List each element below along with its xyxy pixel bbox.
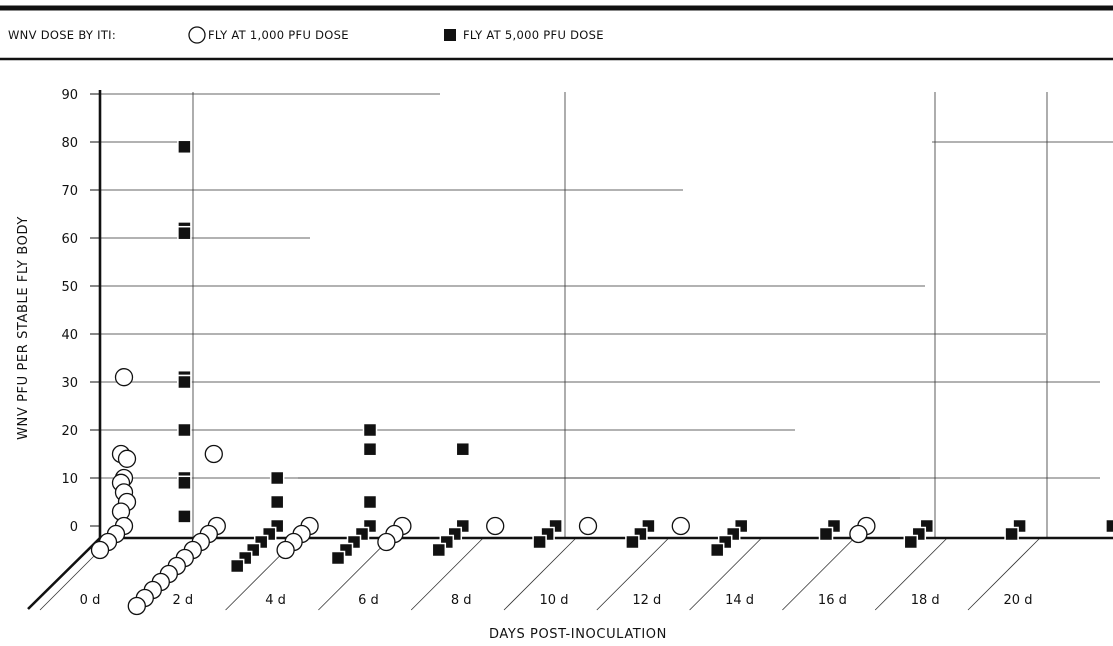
point-5000-pfu bbox=[626, 536, 639, 549]
point-5000-pfu bbox=[1106, 520, 1113, 533]
x-tick-label: 14 d bbox=[725, 593, 754, 608]
axes bbox=[28, 90, 1113, 609]
y-tick-label: 30 bbox=[61, 376, 78, 391]
point-1000-pfu bbox=[277, 542, 294, 559]
point-5000-pfu bbox=[178, 476, 191, 489]
point-5000-pfu bbox=[178, 227, 191, 240]
y-tick-label: 80 bbox=[61, 136, 78, 151]
y-tick-label: 0 bbox=[70, 520, 78, 535]
point-1000-pfu bbox=[672, 518, 689, 535]
y-axis-title: WNV PFU PER STABLE FLY BODY bbox=[16, 216, 31, 440]
point-1000-pfu bbox=[487, 518, 504, 535]
x-tick-label: 16 d bbox=[818, 593, 847, 608]
x-tick-label: 18 d bbox=[911, 593, 940, 608]
point-5000-pfu bbox=[364, 424, 377, 437]
legend-open-circle-icon bbox=[189, 27, 205, 43]
point-5000-pfu bbox=[1005, 528, 1018, 541]
point-1000-pfu bbox=[116, 369, 133, 386]
point-1000-pfu bbox=[92, 542, 109, 559]
point-5000-pfu bbox=[364, 496, 377, 509]
point-5000-pfu bbox=[533, 536, 546, 549]
point-5000-pfu bbox=[364, 443, 377, 456]
point-1000-pfu bbox=[378, 534, 395, 551]
y-tick-label: 70 bbox=[61, 184, 78, 199]
y-tick-label: 90 bbox=[61, 88, 78, 103]
x-tick-label: 0 d bbox=[80, 593, 101, 608]
x-tick-label: 8 d bbox=[451, 593, 472, 608]
x-axis-title: DAYS POST-INOCULATION bbox=[489, 627, 667, 642]
point-5000-pfu bbox=[178, 140, 191, 153]
y-tick-label: 40 bbox=[61, 328, 78, 343]
y-tick-labels: 0 10 20 30 40 50 60 70 80 90 bbox=[61, 88, 100, 535]
point-5000-pfu bbox=[231, 560, 244, 573]
point-1000-pfu bbox=[128, 598, 145, 615]
x-tick-label: 4 d bbox=[265, 593, 286, 608]
y-tick-label: 10 bbox=[61, 472, 78, 487]
point-5000-pfu bbox=[820, 528, 833, 541]
point-5000-pfu bbox=[178, 376, 191, 389]
point-5000-pfu bbox=[332, 552, 345, 565]
legend-heading: WNV DOSE BY ITI: bbox=[8, 28, 116, 42]
point-5000-pfu bbox=[271, 496, 284, 509]
point-5000-pfu bbox=[711, 544, 724, 557]
point-5000-pfu bbox=[178, 510, 191, 523]
point-1000-pfu bbox=[850, 526, 867, 543]
x-tick-label: 20 d bbox=[1004, 593, 1033, 608]
point-1000-pfu bbox=[119, 450, 136, 467]
point-5000-pfu bbox=[904, 536, 917, 549]
x-tick-label: 10 d bbox=[540, 593, 569, 608]
x-tick-label: 2 d bbox=[172, 593, 193, 608]
y-tick-label: 60 bbox=[61, 232, 78, 247]
x-tick-label: 6 d bbox=[358, 593, 379, 608]
point-5000-pfu bbox=[432, 544, 445, 557]
point-5000-pfu bbox=[456, 443, 469, 456]
point-1000-pfu bbox=[205, 446, 222, 463]
data-points bbox=[92, 140, 1113, 614]
point-5000-pfu bbox=[178, 424, 191, 437]
point-5000-pfu bbox=[271, 472, 284, 485]
y-tick-label: 20 bbox=[61, 424, 78, 439]
legend-entry-5000: FLY AT 5,000 PFU DOSE bbox=[463, 28, 604, 42]
point-1000-pfu bbox=[580, 518, 597, 535]
legend-entry-1000: FLY AT 1,000 PFU DOSE bbox=[208, 28, 349, 42]
x-tick-label: 12 d bbox=[632, 593, 661, 608]
legend-filled-square-icon bbox=[444, 29, 456, 41]
y-tick-label: 50 bbox=[61, 280, 78, 295]
